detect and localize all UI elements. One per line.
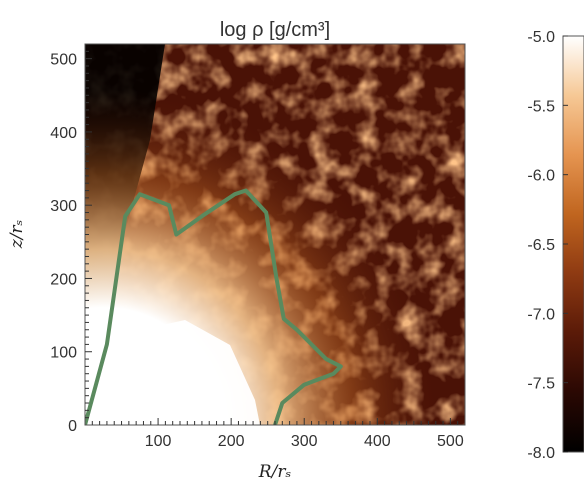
y-tick-label: 100 bbox=[50, 345, 77, 362]
colorbar-ticks: -5.0 -5.5 -6.0 -6.5 -7.0 -7.5 -8.0 bbox=[527, 29, 568, 462]
heatmap-panel bbox=[85, 44, 465, 425]
density-contour bbox=[85, 188, 343, 425]
x-tick-label: 400 bbox=[364, 433, 391, 450]
contour-layer bbox=[85, 188, 343, 425]
colorbar-tick-label: -5.5 bbox=[527, 98, 555, 115]
colorbar-tick-label: -7.0 bbox=[527, 306, 555, 323]
x-tick-label: 300 bbox=[291, 433, 318, 450]
colorbar-tick-label: -7.5 bbox=[527, 376, 555, 393]
disk-core bbox=[85, 320, 260, 425]
x-tick-label: 100 bbox=[145, 433, 172, 450]
y-tick-label: 0 bbox=[68, 418, 77, 435]
y-tick-label: 300 bbox=[50, 198, 77, 215]
x-axis: 100 200 300 400 500 bbox=[91, 418, 464, 450]
x-tick-label: 500 bbox=[437, 433, 464, 450]
x-tick-label: 200 bbox=[218, 433, 245, 450]
colorbar-tick-label: -8.0 bbox=[527, 445, 555, 462]
colorbar-gradient bbox=[563, 36, 584, 452]
y-axis: 0 100 200 300 400 500 bbox=[50, 50, 92, 435]
colorbar-tick-label: -5.0 bbox=[527, 29, 555, 46]
x-axis-title: R/rₛ bbox=[258, 462, 292, 481]
colorbar: -5.0 -5.5 -6.0 -6.5 -7.0 -7.5 -8.0 bbox=[527, 29, 584, 462]
y-tick-label: 200 bbox=[50, 271, 77, 288]
y-tick-label: 400 bbox=[50, 125, 77, 142]
colorbar-tick-label: -6.0 bbox=[527, 168, 555, 185]
chart-title: log ρ [g/cm³] bbox=[220, 19, 330, 41]
colorbar-tick-label: -6.5 bbox=[527, 237, 555, 254]
y-axis-title: z/rₛ bbox=[7, 219, 27, 249]
y-tick-label: 500 bbox=[50, 52, 77, 69]
